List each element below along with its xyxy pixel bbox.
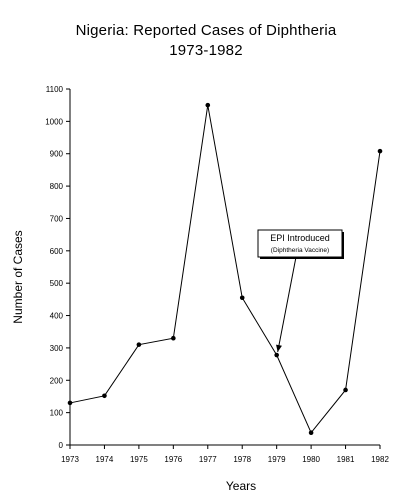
- annotation-line1: EPI Introduced: [270, 233, 330, 243]
- y-tick-label: 300: [50, 344, 64, 353]
- data-point: [205, 102, 211, 108]
- data-point: [136, 342, 142, 347]
- y-axis-title: Number of Cases: [11, 230, 25, 323]
- y-tick-label: 0: [59, 441, 64, 450]
- data-point: [102, 393, 107, 399]
- annotation-box: [257, 229, 343, 258]
- x-tick-label: 1976: [164, 455, 182, 464]
- x-tick-label: 1974: [96, 455, 114, 464]
- x-tick-label: 1982: [371, 455, 389, 464]
- annotation-arrow-head: [276, 344, 282, 353]
- data-point: [274, 352, 279, 358]
- x-tick-label: 1981: [337, 455, 355, 464]
- x-tick-label: 1980: [302, 455, 320, 464]
- y-tick-label: 1100: [46, 85, 64, 94]
- chart-title-line1: Nigeria: Reported Cases of Diphtheria: [75, 22, 337, 39]
- data-point: [343, 387, 348, 393]
- y-tick-label: 600: [50, 247, 64, 256]
- data-point: [239, 295, 245, 301]
- data-point: [171, 335, 176, 341]
- y-tick-label: 100: [50, 409, 64, 418]
- chart-title-line2: 1973-1982: [169, 42, 243, 59]
- y-tick-label: 500: [50, 279, 64, 288]
- y-tick-label: 400: [50, 312, 64, 321]
- y-tick-label: 800: [50, 182, 64, 191]
- annotation-line2: (Diphtheria Vaccine): [271, 247, 329, 254]
- y-tick-label: 900: [50, 150, 64, 159]
- y-tick-label: 700: [50, 214, 64, 223]
- series-line: [69, 105, 381, 434]
- annotation-arrow-line: [277, 256, 297, 353]
- x-tick-label: 1978: [233, 455, 251, 464]
- x-tick-label: 1975: [130, 455, 148, 464]
- data-point: [377, 148, 383, 154]
- x-tick-label: 1973: [61, 455, 79, 464]
- x-tick-label: 1977: [199, 455, 217, 464]
- x-axis-title: Years: [226, 479, 256, 493]
- x-tick-label: 1979: [268, 455, 286, 464]
- y-tick-label: 1000: [45, 117, 63, 126]
- data-point: [67, 400, 73, 406]
- y-tick-label: 200: [50, 376, 64, 385]
- data-point: [308, 430, 314, 436]
